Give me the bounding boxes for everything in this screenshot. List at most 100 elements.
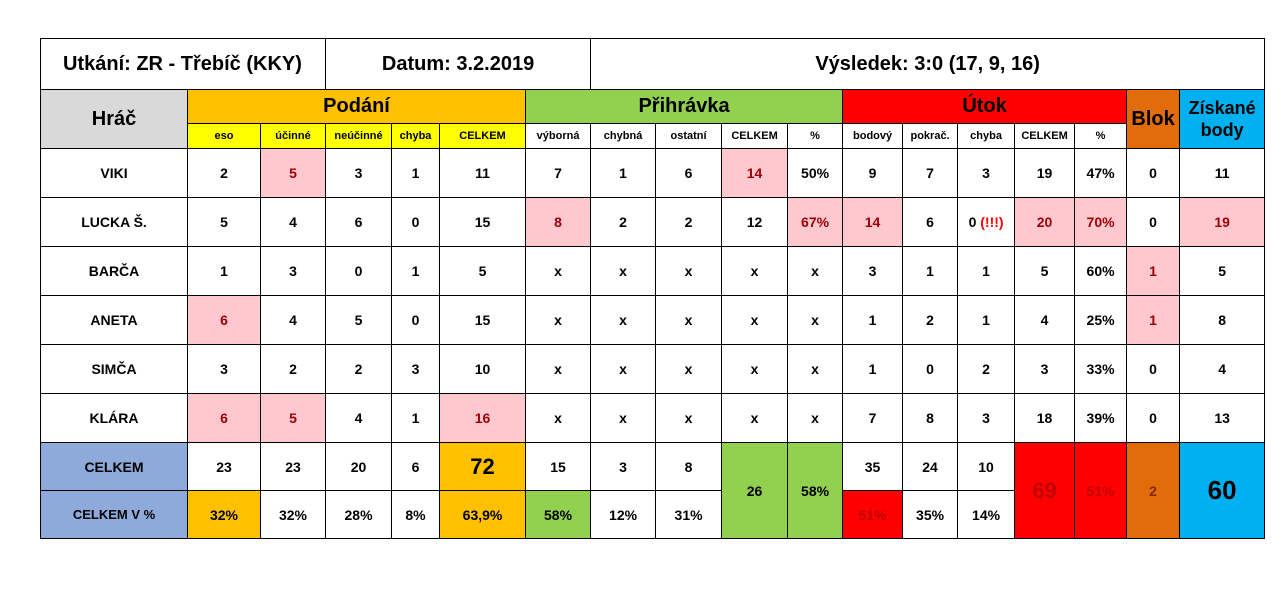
stat-cell: 4	[259, 295, 327, 345]
percent-cell: 31%	[655, 490, 723, 539]
attack-subheader: CELKEM	[1014, 123, 1076, 149]
stat-cell: 7	[525, 148, 592, 198]
subheader-row: eso účinné neúčinné chyba CELKEM výborná…	[41, 123, 1265, 149]
stat-cell: 15	[439, 197, 527, 247]
totals-percent-label: CELKEM V %	[40, 490, 188, 539]
stat-cell: 6	[325, 197, 393, 247]
stat-cell: x	[655, 344, 723, 394]
stat-cell: 7	[842, 393, 904, 443]
stat-cell: 7	[902, 148, 959, 198]
total-cell: 72	[439, 442, 527, 491]
stat-cell: 5	[187, 197, 261, 247]
attack-subheader: pokrač.	[902, 123, 959, 149]
stat-cell: 0	[1126, 393, 1181, 443]
stat-cell: 9	[842, 148, 904, 198]
stat-cell: 2	[325, 344, 393, 394]
stat-cell: 5	[439, 246, 527, 296]
player-row: BARČA 1 3 0 1 5 x x x x x 3 1 1 5 60% 1 …	[40, 246, 1266, 296]
total-cell: 3	[590, 442, 657, 491]
stat-cell: x	[787, 246, 844, 296]
stat-cell: x	[590, 393, 657, 443]
stat-cell: x	[721, 393, 789, 443]
serve-subheader: neúčinné	[325, 123, 393, 149]
serve-subheader: eso	[187, 123, 261, 149]
stat-cell: x	[655, 295, 723, 345]
pass-subheader: chybná	[590, 123, 657, 149]
total-cell: 6	[391, 442, 441, 491]
stat-cell: 1	[391, 246, 441, 296]
pass-group-header: Přihrávka	[525, 89, 844, 124]
stat-cell: x	[525, 295, 592, 345]
stat-cell: 18	[1014, 393, 1076, 443]
stat-cell: x	[721, 246, 789, 296]
total-cell: 26	[721, 442, 789, 539]
stat-cell: 0	[1126, 148, 1181, 198]
stat-cell: 1	[590, 148, 657, 198]
stat-cell: 1	[902, 246, 959, 296]
serve-subheader: CELKEM	[439, 123, 527, 149]
player-row: SIMČA 3 2 2 3 10 x x x x x 1 0 2 3 33% 0…	[40, 344, 1266, 394]
stat-cell: x	[655, 246, 723, 296]
stat-cell: 0 (!!!)	[957, 197, 1016, 247]
stat-cell: 1	[1126, 295, 1181, 345]
stat-cell: 13	[1179, 393, 1266, 443]
stat-cell: x	[655, 393, 723, 443]
player-name: VIKI	[40, 148, 188, 198]
stat-cell: 1	[391, 148, 441, 198]
stat-cell: 3	[842, 246, 904, 296]
pass-subheader: výborná	[525, 123, 592, 149]
stat-cell: 4	[259, 197, 327, 247]
serve-subheader: účinné	[259, 123, 327, 149]
stat-cell: 15	[439, 295, 527, 345]
total-cell: 20	[325, 442, 393, 491]
total-cell: 24	[902, 442, 959, 491]
percent-cell: 35%	[902, 490, 959, 539]
stat-cell: 4	[1014, 295, 1076, 345]
stat-cell: 3	[957, 393, 1016, 443]
stat-cell: x	[525, 246, 592, 296]
player-row: ANETA 6 4 5 0 15 x x x x x 1 2 1 4 25% 1…	[40, 295, 1266, 345]
stat-cell: 0	[902, 344, 959, 394]
total-cell: 8	[655, 442, 723, 491]
stat-cell: 1	[1126, 246, 1181, 296]
stat-cell: 4	[325, 393, 393, 443]
stat-cell: 16	[439, 393, 527, 443]
percent-cell: 28%	[325, 490, 393, 539]
stat-cell: x	[787, 344, 844, 394]
total-cell: 23	[259, 442, 327, 491]
stat-cell: 2	[259, 344, 327, 394]
stat-cell: 11	[1179, 148, 1266, 198]
percent-cell: 32%	[259, 490, 327, 539]
stat-cell: 6	[902, 197, 959, 247]
percent-cell: 8%	[391, 490, 441, 539]
attack-error-note: (!!!)	[980, 214, 1004, 230]
stat-cell: 14	[721, 148, 789, 198]
total-cell: 60	[1179, 442, 1266, 539]
stat-cell: 2	[655, 197, 723, 247]
stat-cell: 47%	[1074, 148, 1128, 198]
stats-sheet: Utkání: ZR - Třebíč (KKY) Datum: 3.2.201…	[39, 38, 1266, 539]
stat-cell: 4	[1179, 344, 1266, 394]
stat-cell: 3	[187, 344, 261, 394]
pass-subheader: CELKEM	[721, 123, 789, 149]
stat-cell: 14	[842, 197, 904, 247]
stat-cell: 1	[957, 246, 1016, 296]
match-header-row: Utkání: ZR - Třebíč (KKY) Datum: 3.2.201…	[39, 38, 1266, 90]
stat-cell: 8	[1179, 295, 1266, 345]
totals-label: CELKEM	[40, 442, 188, 491]
stat-cell: 2	[902, 295, 959, 345]
stat-cell: x	[525, 344, 592, 394]
stat-cell: 2	[590, 197, 657, 247]
stat-cell: 8	[902, 393, 959, 443]
stat-cell: 0	[391, 295, 441, 345]
stat-cell: 3	[259, 246, 327, 296]
stat-cell: 1	[957, 295, 1016, 345]
stat-cell: 11	[439, 148, 527, 198]
total-cell: 51%	[1074, 442, 1128, 539]
stat-cell: 33%	[1074, 344, 1128, 394]
total-cell: 69	[1014, 442, 1076, 539]
stat-cell: x	[525, 393, 592, 443]
stat-cell: 6	[187, 295, 261, 345]
stat-cell: 12	[721, 197, 789, 247]
stat-cell: 20	[1014, 197, 1076, 247]
